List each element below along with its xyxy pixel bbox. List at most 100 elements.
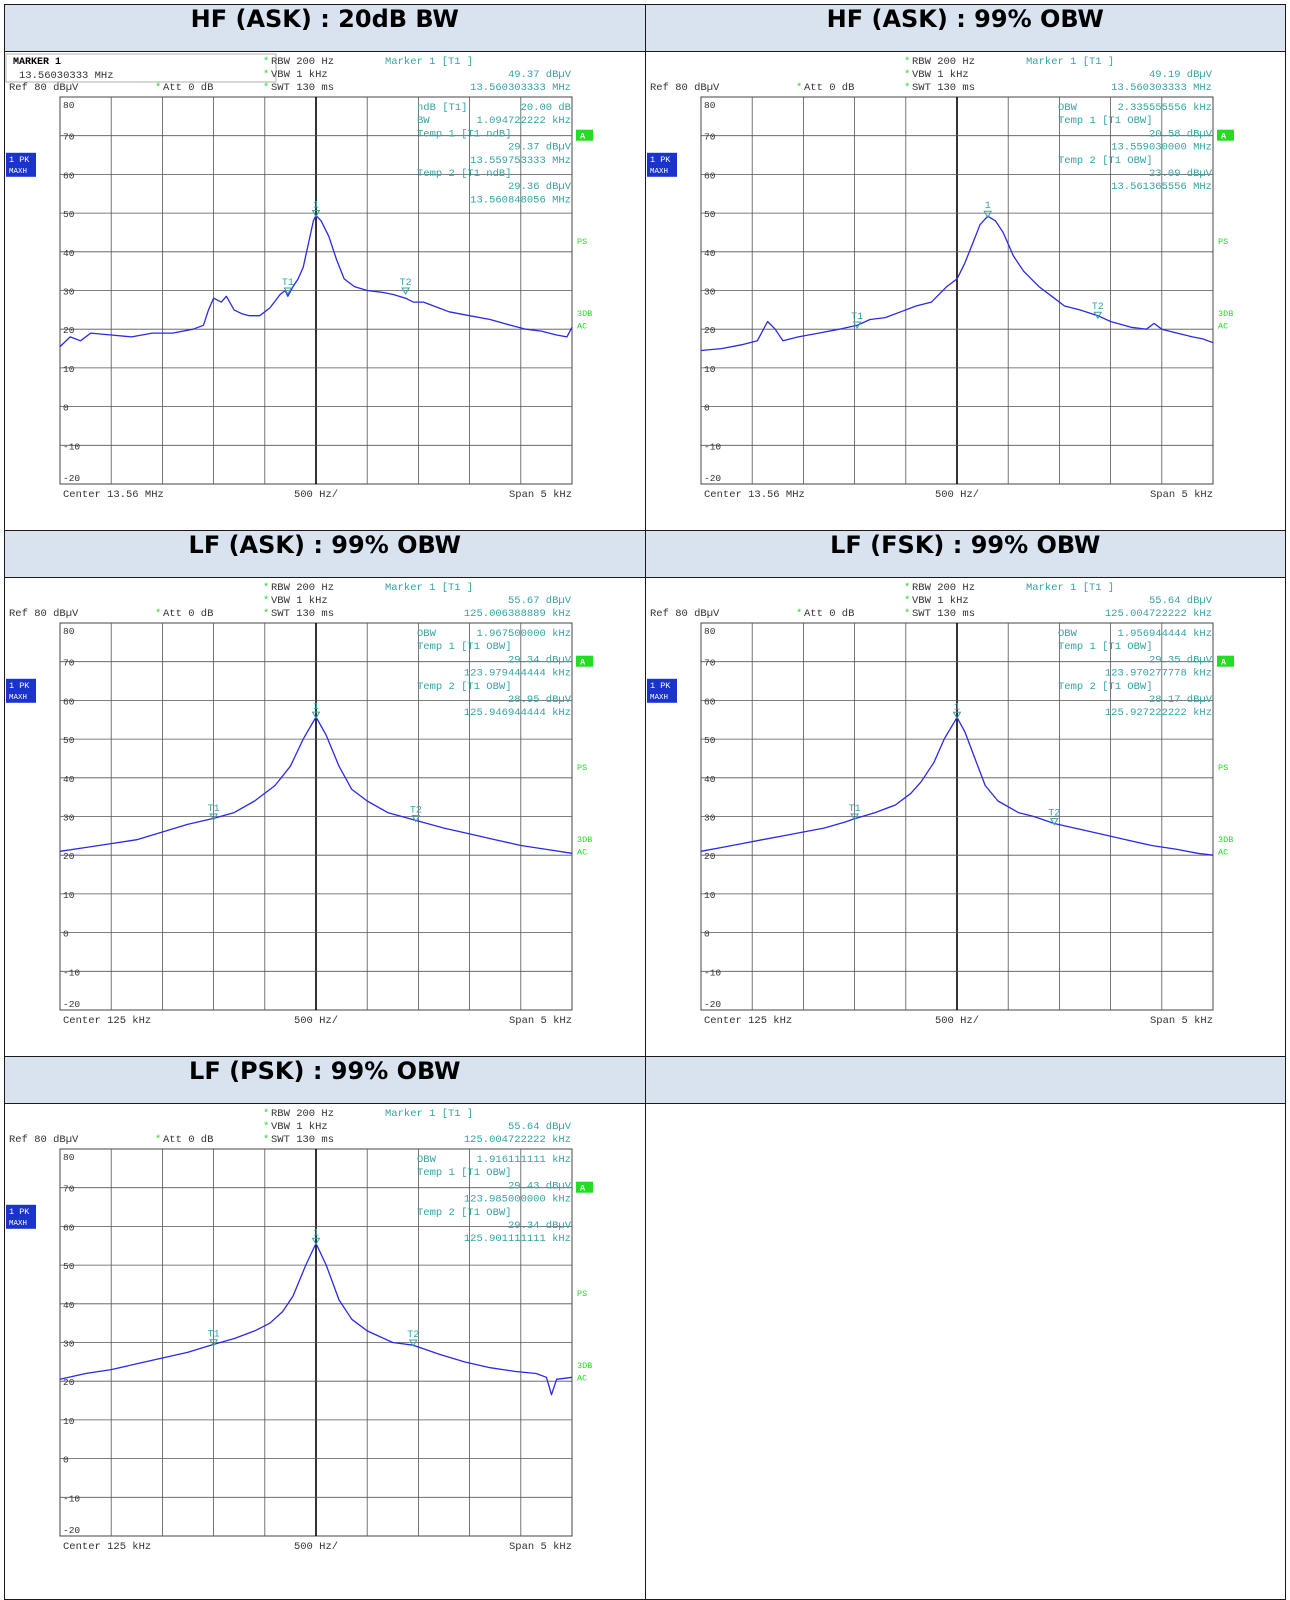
- readout-value: 125.946944444 kHz: [464, 707, 571, 719]
- readout-key: Temp 1 [T1 OBW]: [417, 641, 512, 653]
- y-tick-label: 70: [63, 658, 75, 669]
- readout-value: 29.34 dBµV: [508, 654, 572, 666]
- marker-title: Marker 1 [T1 ]: [385, 56, 473, 68]
- readout-key: Temp 2 [T1 ndB]: [417, 168, 512, 180]
- setting-asterisk: *: [904, 582, 910, 594]
- status-ps-label: PS: [1218, 237, 1228, 247]
- setting-label: VBW 1 kHz: [271, 1121, 328, 1133]
- setting-asterisk: *: [263, 582, 269, 594]
- marker-box-value: 13.56030333 MHz: [19, 70, 114, 82]
- span-label: Span 5 kHz: [509, 1541, 572, 1553]
- readout-key: Temp 2 [T1 OBW]: [1058, 155, 1153, 167]
- status-3db-label: 3DB: [577, 309, 592, 319]
- spectrum-chart: MARKER 1 13.56030333 MHz * RBW 200 Hz * VBW 1…: [5, 52, 645, 517]
- marker-title: Marker 1 [T1 ]: [1026, 56, 1114, 68]
- division-label: 500 Hz/: [294, 489, 338, 501]
- status-3db-label: 3DB: [577, 835, 592, 845]
- status-a-label: A: [1221, 132, 1227, 142]
- spectrum-trace: [700, 215, 1213, 352]
- marker-triangle: [209, 1339, 218, 1347]
- y-tick-label: 50: [704, 735, 716, 746]
- readout-key: Temp 1 [T1 ndB]: [417, 128, 512, 140]
- cell-title-empty: [644, 1056, 1286, 1104]
- marker-triangle: [411, 815, 421, 823]
- readout-value: 23.09 dBµV: [1148, 168, 1212, 180]
- readout-value: 2.335555556 kHz: [1117, 102, 1212, 114]
- attenuation-label: Att 0 dB: [804, 82, 854, 94]
- y-tick-label: -20: [704, 473, 721, 484]
- setting-label: SWT 130 ms: [912, 82, 975, 94]
- marker-label: T2: [400, 278, 412, 289]
- readout-key: OBW: [417, 628, 437, 640]
- setting-asterisk: *: [904, 56, 910, 68]
- y-tick-label: 30: [63, 813, 75, 824]
- att-asterisk: *: [155, 608, 161, 620]
- marker-frequency: 125.004722222 kHz: [1104, 608, 1211, 620]
- cell-title: HF (ASK) : 99% OBW: [644, 4, 1286, 52]
- setting-asterisk: *: [263, 56, 269, 68]
- y-tick-label: 80: [704, 626, 716, 637]
- ref-level-label: Ref 80 dBµV: [9, 1134, 79, 1146]
- status-ps-label: PS: [577, 763, 587, 773]
- y-tick-label: 70: [704, 658, 716, 669]
- marker-triangle: [209, 813, 218, 822]
- readout-value: 1.967500000 kHz: [476, 628, 571, 640]
- marker-triangle: [982, 210, 992, 219]
- status-3db-label: 3DB: [577, 1361, 592, 1371]
- setting-label: RBW 200 Hz: [271, 56, 334, 68]
- setting-asterisk: *: [904, 82, 910, 94]
- marker-title: Marker 1 [T1 ]: [1026, 582, 1114, 594]
- y-tick-label: 60: [63, 1222, 75, 1233]
- readout-value: 29.35 dBµV: [1148, 654, 1212, 666]
- center-frequency-label: Center 13.56 MHz: [704, 489, 805, 501]
- status-a-badge: [1216, 129, 1234, 141]
- y-tick-label: 40: [63, 248, 75, 259]
- y-tick-label: 50: [704, 209, 716, 220]
- span-label: Span 5 kHz: [509, 489, 572, 501]
- y-tick-label: -10: [704, 441, 721, 452]
- readout-value: 29.36 dBµV: [508, 181, 572, 193]
- marker-triangle: [1049, 818, 1059, 826]
- layout-table: HF (ASK) : 20dB BW HF (ASK) : 99% OBW MA…: [4, 4, 1286, 1600]
- setting-asterisk: *: [263, 1108, 269, 1120]
- y-tick-label: 0: [704, 929, 710, 940]
- y-tick-label: 40: [63, 774, 75, 785]
- spectrum-trace: [59, 214, 573, 348]
- attenuation-label: Att 0 dB: [163, 608, 213, 620]
- plot-cell: * RBW 200 Hz * VBW 1 kHz * SWT 130 ms Ref 80 d…: [644, 51, 1286, 531]
- y-tick-label: 60: [704, 696, 716, 707]
- readout-value: 29.37 dBµV: [508, 142, 572, 154]
- readout-key: Temp 2 [T1 OBW]: [417, 681, 512, 693]
- y-tick-label: 10: [63, 364, 75, 375]
- trace-mode-badge: [6, 678, 36, 703]
- marker-title: Marker 1 [T1 ]: [385, 582, 473, 594]
- readout-key: Temp 1 [T1 OBW]: [1058, 641, 1153, 653]
- y-tick-label: -10: [63, 441, 80, 452]
- trace-mode-sub: MAXH: [9, 168, 27, 176]
- spectrum-chart: * RBW 200 Hz * VBW 1 kHz * SWT 130 ms Ref 80 d…: [646, 52, 1286, 517]
- marker-label: T1: [848, 804, 860, 815]
- readout-value: 123.979444444 kHz: [464, 668, 571, 680]
- cell-title: LF (ASK) : 99% OBW: [4, 530, 646, 578]
- marker-title: Marker 1 [T1 ]: [385, 1108, 473, 1120]
- y-tick-label: -20: [63, 999, 80, 1010]
- y-tick-label: 80: [63, 100, 75, 111]
- plot-cell: * RBW 200 Hz * VBW 1 kHz * SWT 130 ms Ref 80 d…: [4, 577, 646, 1057]
- y-tick-label: 70: [704, 132, 716, 143]
- y-tick-label: 70: [63, 1184, 75, 1195]
- division-label: 500 Hz/: [294, 1015, 338, 1027]
- trace-mode-label: 1 PK: [9, 681, 30, 691]
- center-frequency-label: Center 13.56 MHz: [63, 489, 164, 501]
- setting-label: RBW 200 Hz: [271, 582, 334, 594]
- status-3db-label: 3DB: [1218, 835, 1233, 845]
- status-a-label: A: [580, 658, 586, 668]
- marker-triangle: [1092, 311, 1102, 320]
- trace-mode-label: 1 PK: [9, 155, 30, 165]
- marker-label: T1: [282, 278, 294, 289]
- att-asterisk: *: [155, 1134, 161, 1146]
- y-tick-label: 20: [63, 325, 75, 336]
- ref-level-label: Ref 80 dBµV: [650, 82, 720, 94]
- readout-value: 1.916111111 kHz: [476, 1154, 571, 1166]
- setting-asterisk: *: [263, 69, 269, 81]
